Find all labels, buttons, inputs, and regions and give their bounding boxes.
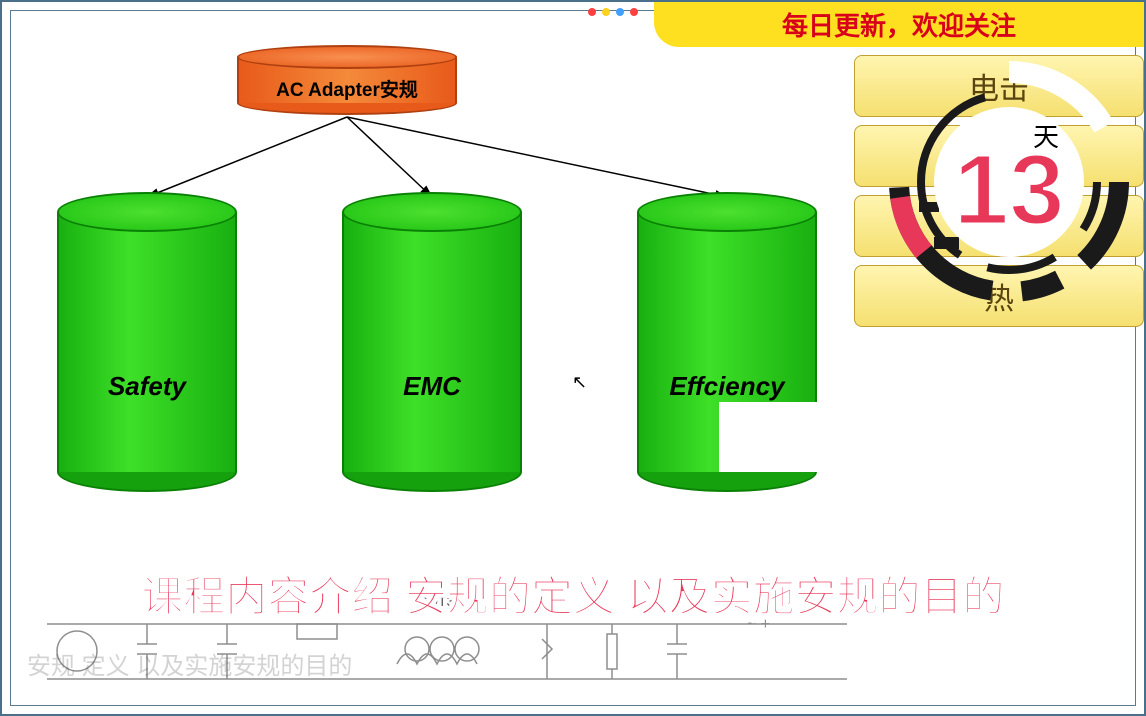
cylinder-body	[342, 212, 522, 472]
child-node-safety: Safety	[57, 192, 237, 492]
root-node: AC Adapter安规	[237, 45, 457, 115]
child-label: Effciency	[637, 371, 817, 402]
day-counter-badge: 天 13	[884, 57, 1134, 307]
child-label: EMC	[342, 371, 522, 402]
decorative-dots-icon	[584, 4, 644, 24]
cursor-icon: ↖	[572, 372, 587, 393]
faded-caption: 安规 定义 以及实施安规的目的	[27, 646, 352, 681]
cylinder-top	[637, 192, 817, 232]
badge-day-label: 天	[1033, 117, 1059, 154]
cylinder-body	[57, 212, 237, 472]
root-label: AC Adapter安规	[237, 75, 457, 102]
banner-text: 每日更新，欢迎关注	[782, 6, 1016, 43]
cylinder-top	[237, 45, 457, 69]
cylinder-top	[342, 192, 522, 232]
badge-number: 13	[953, 140, 1064, 240]
lesson-caption: 课程内容介绍 安规的定义 以及实施安规的目的	[2, 563, 1144, 624]
child-node-efficiency: Effciency	[637, 192, 817, 492]
white-overlay	[719, 402, 819, 472]
child-node-emc: EMC	[342, 192, 522, 492]
child-label: Safety	[57, 371, 237, 402]
cylinder-top	[57, 192, 237, 232]
badge-center: 天 13	[934, 107, 1084, 257]
update-banner: 每日更新，欢迎关注	[654, 2, 1144, 47]
outer-frame: AC Adapter安规 Safety EMC Effciency ↖ GDT3	[0, 0, 1146, 716]
